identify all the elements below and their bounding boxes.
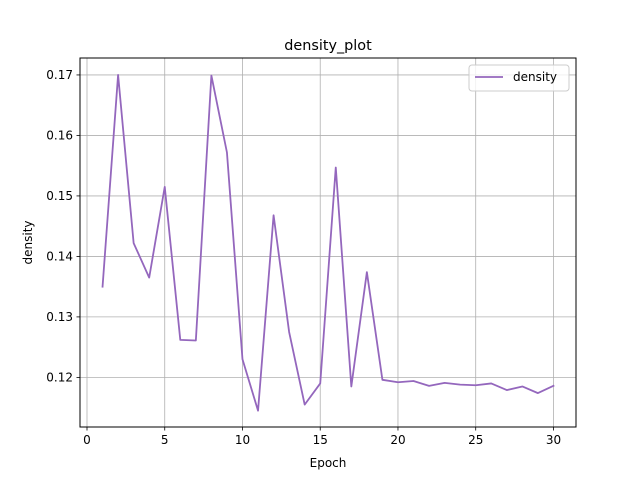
y-tick-label: 0.16 [46, 129, 73, 143]
y-axis-ticks: 0.12 0.13 0.14 0.15 0.16 0.17 [46, 68, 80, 385]
chart-title: density_plot [284, 38, 372, 54]
x-tick-label: 30 [546, 433, 561, 447]
x-tick-label: 5 [161, 433, 169, 447]
x-tick-label: 20 [390, 433, 405, 447]
x-axis-label: Epoch [310, 456, 347, 470]
grid-lines [80, 58, 576, 427]
x-tick-label: 15 [313, 433, 328, 447]
y-tick-label: 0.13 [46, 310, 73, 324]
x-tick-label: 0 [83, 433, 91, 447]
y-tick-label: 0.15 [46, 189, 73, 203]
x-tick-label: 10 [235, 433, 250, 447]
legend-box [468, 64, 570, 92]
series-layer [101, 74, 555, 412]
legend-label-density: density [513, 70, 557, 84]
series-line-density [101, 74, 555, 412]
y-tick-label: 0.17 [46, 68, 73, 82]
plot-area [80, 58, 576, 427]
x-tick-label: 25 [468, 433, 483, 447]
y-axis-label: density [21, 221, 35, 265]
plot-frame [79, 57, 577, 428]
y-tick-label: 0.14 [46, 250, 73, 264]
y-tick-label: 0.12 [46, 371, 73, 385]
legend: density [468, 64, 570, 92]
x-axis-ticks: 0 5 10 15 20 25 30 [83, 427, 561, 447]
